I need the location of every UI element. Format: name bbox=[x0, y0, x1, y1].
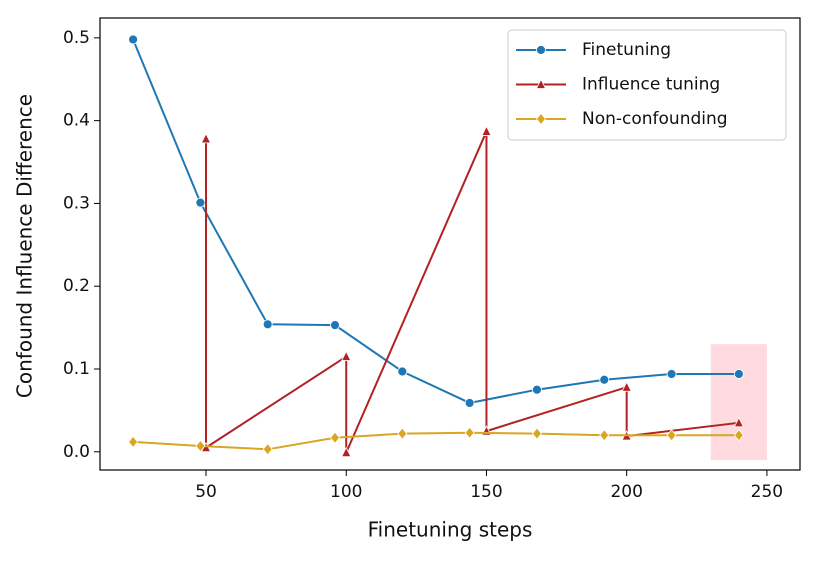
point bbox=[621, 381, 632, 392]
point bbox=[195, 439, 206, 453]
y-axis-label: Confound Influence Difference bbox=[13, 94, 37, 398]
point bbox=[464, 398, 475, 408]
point bbox=[128, 34, 138, 45]
point bbox=[200, 132, 212, 144]
x-tick-label: 150 bbox=[470, 482, 502, 502]
y-tick-label: 0.1 bbox=[63, 359, 90, 379]
point bbox=[666, 429, 677, 442]
y-tick-label: 0.4 bbox=[63, 111, 90, 131]
legend-marker bbox=[535, 78, 547, 89]
legend-label: Non-confounding bbox=[582, 109, 728, 129]
point bbox=[481, 125, 492, 136]
point bbox=[599, 374, 610, 385]
x-tick-label: 50 bbox=[195, 482, 217, 502]
legend-marker bbox=[536, 45, 546, 55]
series-line bbox=[133, 431, 739, 451]
legend-box bbox=[507, 29, 787, 141]
series-line bbox=[132, 39, 739, 404]
x-axis-label: Finetuning steps bbox=[368, 518, 533, 542]
plot-frame bbox=[99, 17, 801, 471]
legend-label: Finetuning bbox=[582, 40, 671, 60]
point bbox=[666, 369, 677, 379]
point bbox=[397, 366, 408, 377]
point bbox=[128, 435, 139, 448]
point bbox=[599, 429, 610, 442]
point bbox=[532, 384, 542, 395]
legend-label: Influence tuning bbox=[582, 75, 720, 95]
y-tick-label: 0.3 bbox=[63, 193, 90, 213]
y-tick-label: 0.5 bbox=[63, 28, 90, 48]
point bbox=[733, 416, 745, 428]
legend-marker bbox=[535, 112, 547, 126]
y-tick-label: 0.0 bbox=[63, 442, 90, 462]
point bbox=[341, 446, 352, 458]
y-tick-label: 0.2 bbox=[63, 276, 90, 296]
point bbox=[531, 427, 542, 440]
point bbox=[195, 197, 206, 208]
point bbox=[464, 426, 475, 439]
x-tick-label: 200 bbox=[610, 482, 642, 502]
point bbox=[733, 429, 744, 442]
point bbox=[397, 427, 408, 440]
x-tick-label: 250 bbox=[751, 482, 783, 502]
point bbox=[262, 443, 273, 456]
x-tick-label: 100 bbox=[330, 482, 362, 502]
point bbox=[262, 319, 273, 330]
point bbox=[341, 350, 352, 361]
point bbox=[330, 320, 340, 331]
point bbox=[329, 431, 341, 444]
shaded-region bbox=[710, 344, 767, 461]
point bbox=[733, 369, 744, 379]
